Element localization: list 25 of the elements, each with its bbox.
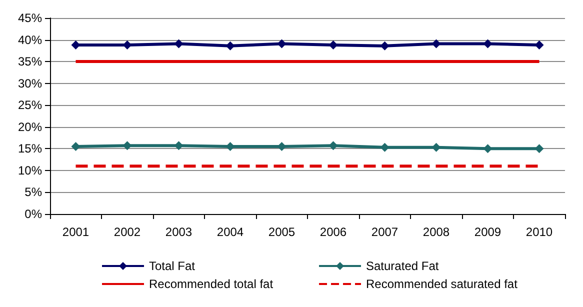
y-tick-label: 20% [18,120,42,134]
point [534,40,544,50]
x-tick-label: 2001 [62,225,90,239]
y-tick-label: 15% [18,142,42,156]
y-tick-label: 10% [18,163,42,178]
x-tick-label: 2009 [474,225,502,239]
legend-label: Total Fat [149,259,196,273]
x-tick-label: 2003 [165,225,192,239]
y-tick-label: 0% [24,207,42,221]
y-tick-label: 40% [18,32,42,47]
legend-label: Saturated Fat [366,259,440,273]
x-tick-label: 2007 [371,225,398,239]
x-tick-label: 2004 [216,225,244,239]
legend-label: Recommended saturated fat [366,277,518,291]
y-tick-label: 45% [18,11,42,25]
x-tick-label: 2002 [114,225,141,239]
x-tick-label: 2005 [268,225,296,239]
legend-label: Recommended total fat [149,277,274,291]
y-tick-label: 30% [18,76,42,90]
x-tick-label: 2008 [422,225,450,239]
y-tick-label: 25% [18,98,42,112]
y-tick-label: 5% [24,185,42,200]
y-tick-label: 35% [18,54,42,69]
x-tick-label: 2006 [320,225,347,239]
x-tick-label: 2010 [526,225,553,239]
